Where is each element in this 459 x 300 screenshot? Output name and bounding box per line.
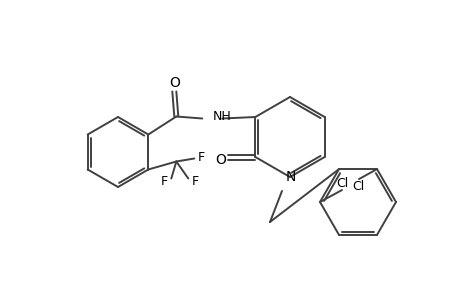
Text: F: F	[160, 175, 168, 188]
Text: F: F	[191, 175, 198, 188]
Text: NH: NH	[212, 110, 230, 123]
Text: Cl: Cl	[336, 177, 348, 190]
Text: O: O	[168, 76, 179, 89]
Text: O: O	[214, 153, 225, 167]
Text: F: F	[197, 151, 204, 164]
Text: Cl: Cl	[351, 179, 364, 193]
Text: N: N	[285, 170, 296, 184]
